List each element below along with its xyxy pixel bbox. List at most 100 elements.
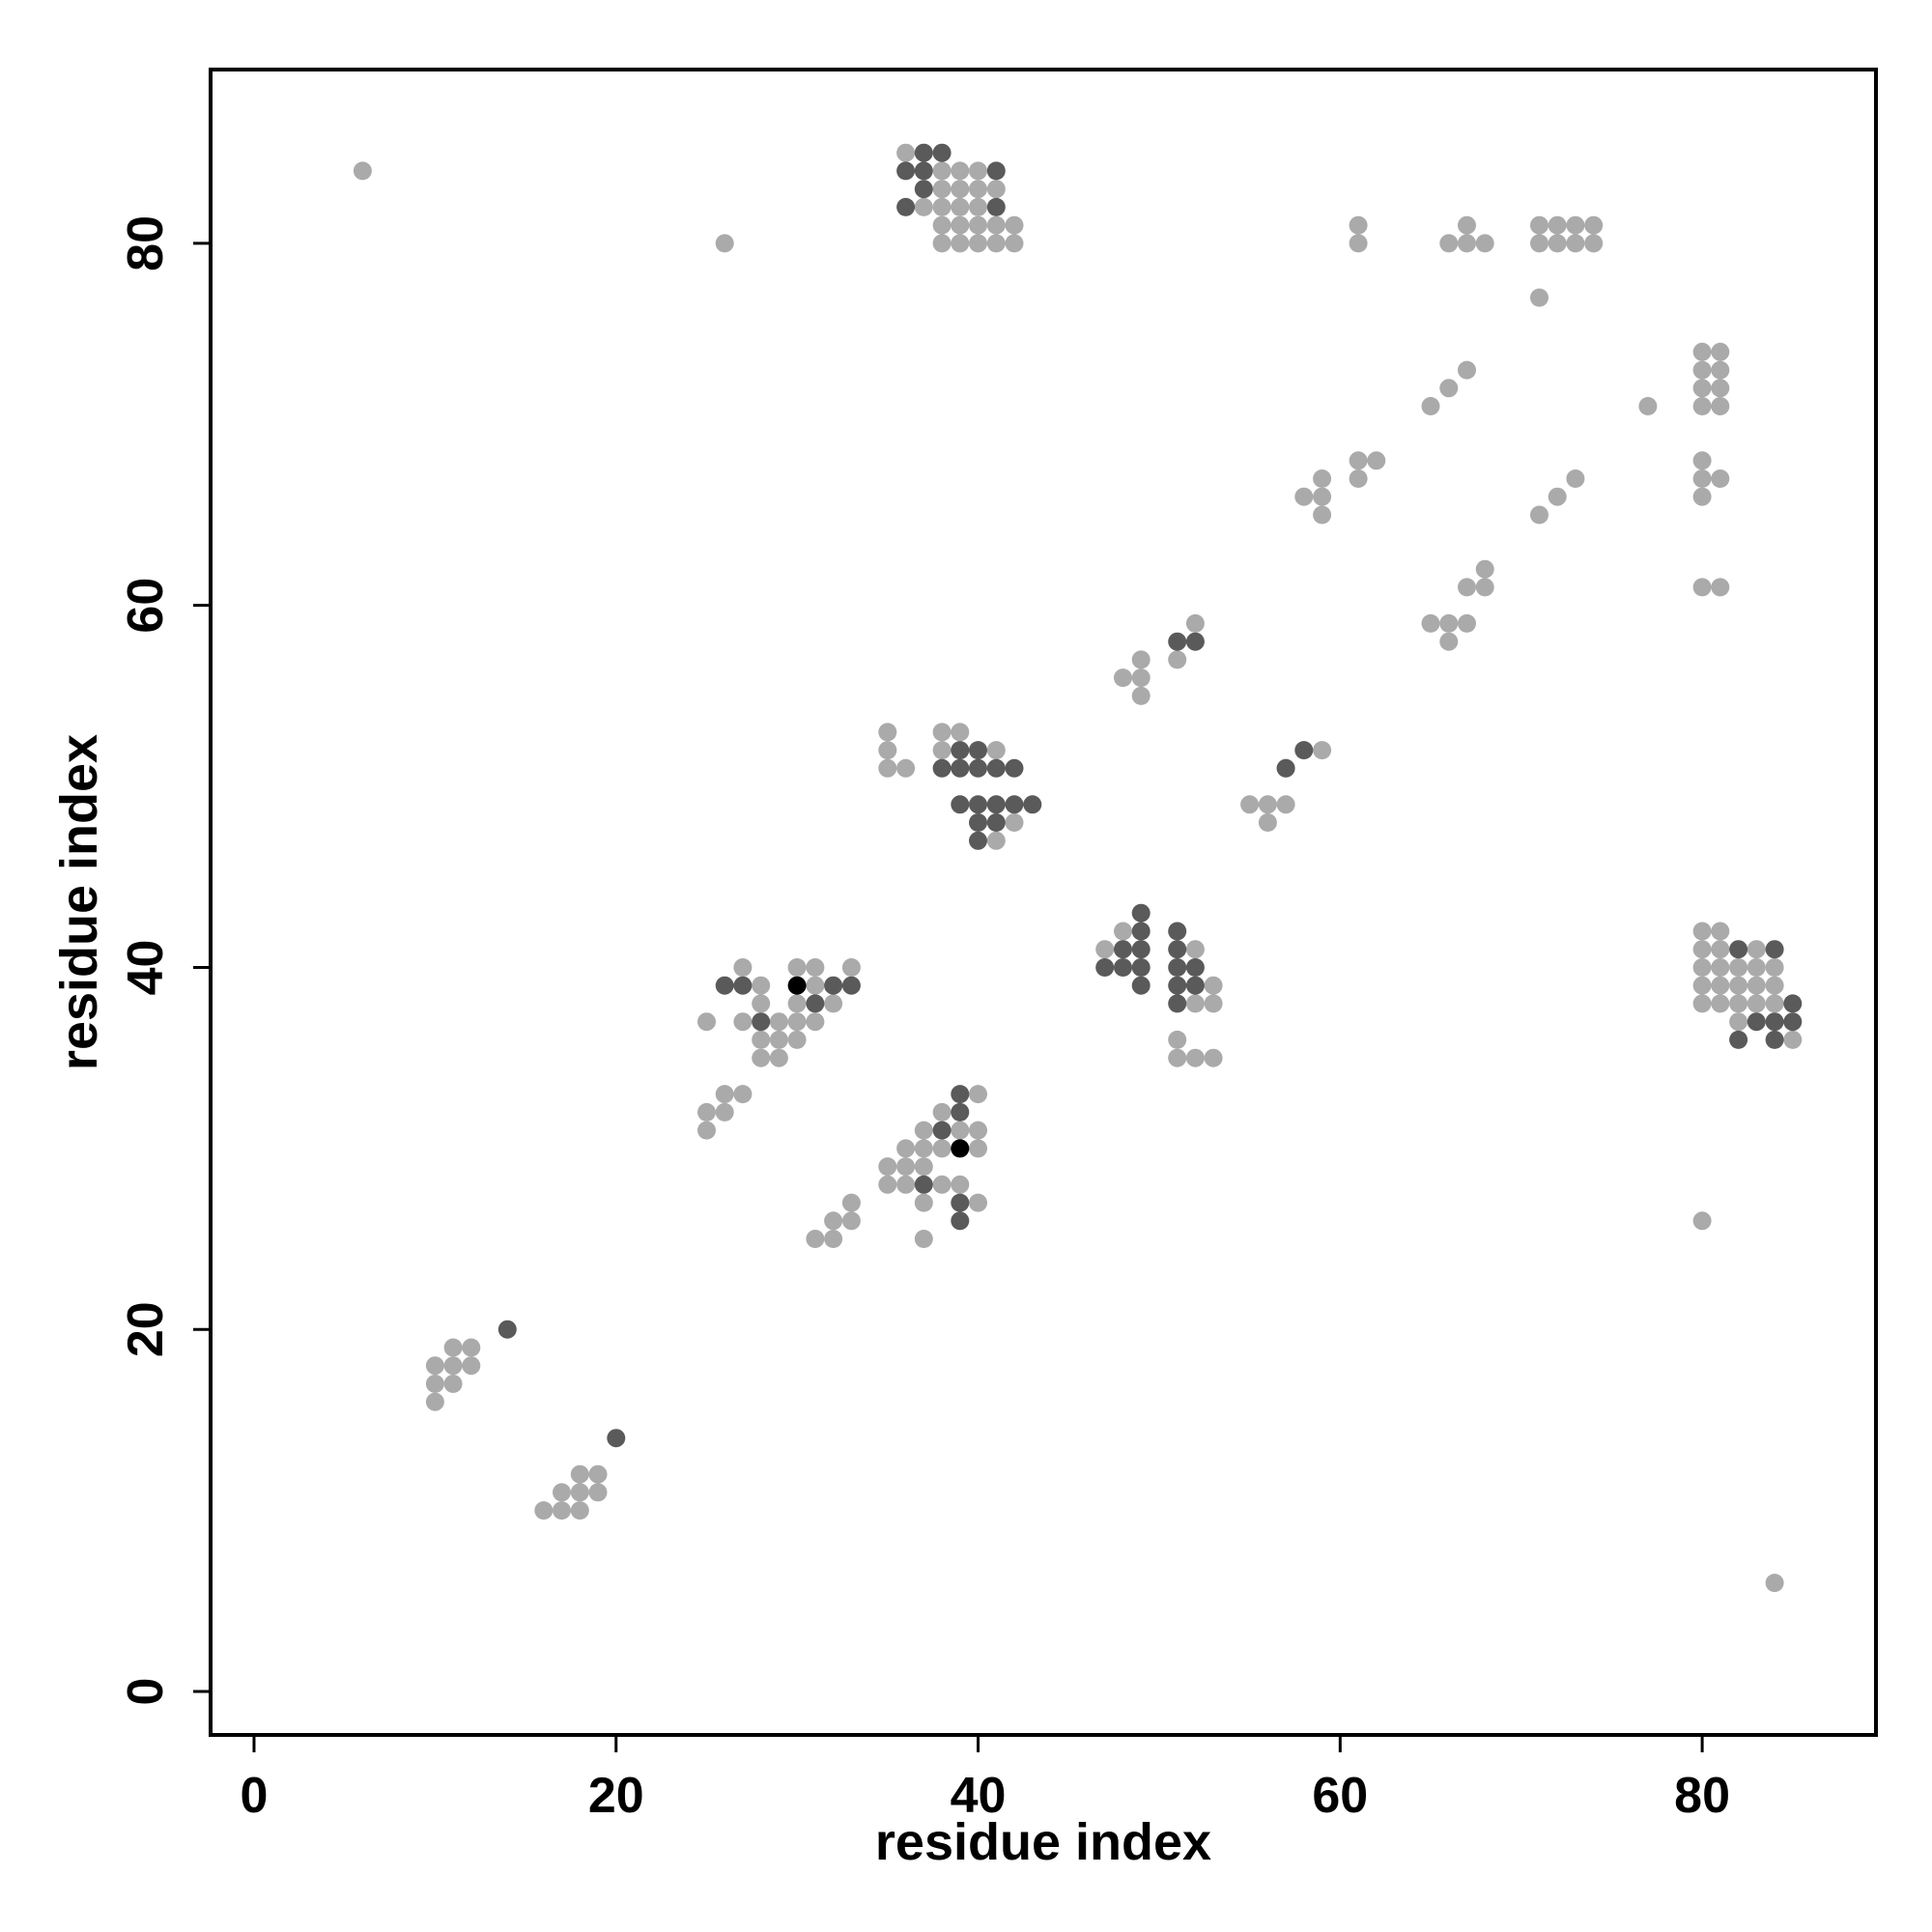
contact-point xyxy=(787,994,807,1013)
contact-point xyxy=(824,994,843,1013)
contact-point xyxy=(951,1193,970,1212)
contact-point xyxy=(1475,578,1494,597)
contact-point xyxy=(914,1121,933,1140)
contact-point xyxy=(1131,650,1151,669)
contact-point xyxy=(588,1464,608,1484)
contact-point xyxy=(1692,360,1712,380)
contact-point xyxy=(841,1193,861,1212)
contact-point xyxy=(769,1048,788,1067)
contact-point xyxy=(1692,379,1712,398)
contact-point xyxy=(951,215,970,235)
contact-point xyxy=(1711,379,1730,398)
contact-point xyxy=(1168,1030,1187,1049)
contact-point xyxy=(1168,650,1187,669)
x-axis-title: residue index xyxy=(875,1813,1211,1871)
contact-point xyxy=(914,1175,933,1194)
contact-point xyxy=(1692,994,1712,1013)
contact-point xyxy=(1566,469,1585,488)
contact-point xyxy=(1711,578,1730,597)
contact-point xyxy=(1204,976,1223,995)
contact-point xyxy=(1023,795,1042,814)
contact-point xyxy=(1765,994,1784,1013)
y-axis-title: residue index xyxy=(50,734,108,1070)
contact-point xyxy=(932,723,952,742)
contact-point xyxy=(1783,1012,1803,1032)
contact-point xyxy=(1258,813,1277,832)
contact-point xyxy=(932,143,952,162)
contact-point xyxy=(715,1085,734,1104)
contact-point xyxy=(969,180,987,199)
contact-point xyxy=(914,1157,933,1177)
contact-point xyxy=(932,215,952,235)
contact-point xyxy=(443,1356,463,1376)
contact-point xyxy=(806,1012,825,1032)
contact-point xyxy=(1692,976,1712,995)
contact-point xyxy=(588,1483,608,1502)
contact-point xyxy=(1204,1048,1223,1067)
contact-point xyxy=(986,831,1006,850)
contact-point xyxy=(951,161,970,181)
contact-point xyxy=(1439,379,1459,398)
contact-point xyxy=(769,1030,788,1049)
contact-point xyxy=(986,813,1006,832)
contact-point xyxy=(951,723,970,742)
contact-point xyxy=(1692,940,1712,959)
contact-point xyxy=(1185,940,1205,959)
contact-point xyxy=(1240,795,1260,814)
contact-point xyxy=(969,831,987,850)
contact-point xyxy=(1005,795,1024,814)
contact-point xyxy=(932,234,952,253)
contact-point xyxy=(1711,469,1730,488)
contact-point xyxy=(462,1338,481,1357)
contact-point xyxy=(1458,613,1476,633)
contact-point xyxy=(1765,976,1784,995)
contact-point xyxy=(787,976,807,995)
contact-point xyxy=(986,180,1006,199)
contact-point xyxy=(1692,922,1712,941)
contact-point xyxy=(1584,234,1604,253)
contact-point xyxy=(1475,234,1494,253)
contact-point xyxy=(932,758,952,778)
contact-point xyxy=(1548,234,1567,253)
contact-point xyxy=(1729,1030,1748,1049)
contact-point xyxy=(1458,215,1476,235)
contact-point xyxy=(986,234,1006,253)
contact-point xyxy=(969,1139,987,1158)
contact-point xyxy=(1692,578,1712,597)
x-tick-label: 20 xyxy=(588,1768,644,1824)
contact-point xyxy=(570,1501,589,1520)
contact-point xyxy=(951,1102,970,1122)
contact-point xyxy=(932,1139,952,1158)
y-tick-label: 0 xyxy=(118,1678,174,1706)
points-layer xyxy=(353,143,1803,1593)
contact-point xyxy=(1421,397,1440,415)
contact-point xyxy=(1185,958,1205,977)
contact-point xyxy=(896,1139,916,1158)
contact-point xyxy=(969,758,987,778)
contact-point xyxy=(787,1030,807,1049)
contact-point xyxy=(1439,234,1459,253)
contact-point xyxy=(787,958,807,977)
contact-point xyxy=(1168,632,1187,651)
contact-point xyxy=(986,215,1006,235)
contact-point xyxy=(715,234,734,253)
contact-point xyxy=(806,1230,825,1248)
contact-point xyxy=(1005,234,1024,253)
contact-point xyxy=(969,1193,987,1212)
contact-point xyxy=(1711,940,1730,959)
contact-point xyxy=(878,741,897,760)
contact-point xyxy=(1475,559,1494,579)
contact-point xyxy=(932,741,952,760)
contact-point xyxy=(1168,940,1187,959)
contact-point xyxy=(1349,234,1368,253)
contact-point xyxy=(733,976,753,995)
contact-point xyxy=(986,795,1006,814)
contact-point xyxy=(878,758,897,778)
contact-point xyxy=(787,1012,807,1032)
contact-point xyxy=(986,758,1006,778)
contact-point xyxy=(1729,994,1748,1013)
contact-point xyxy=(969,1121,987,1140)
contact-point xyxy=(1005,813,1024,832)
contact-point xyxy=(715,1102,734,1122)
contact-point xyxy=(1349,451,1368,470)
